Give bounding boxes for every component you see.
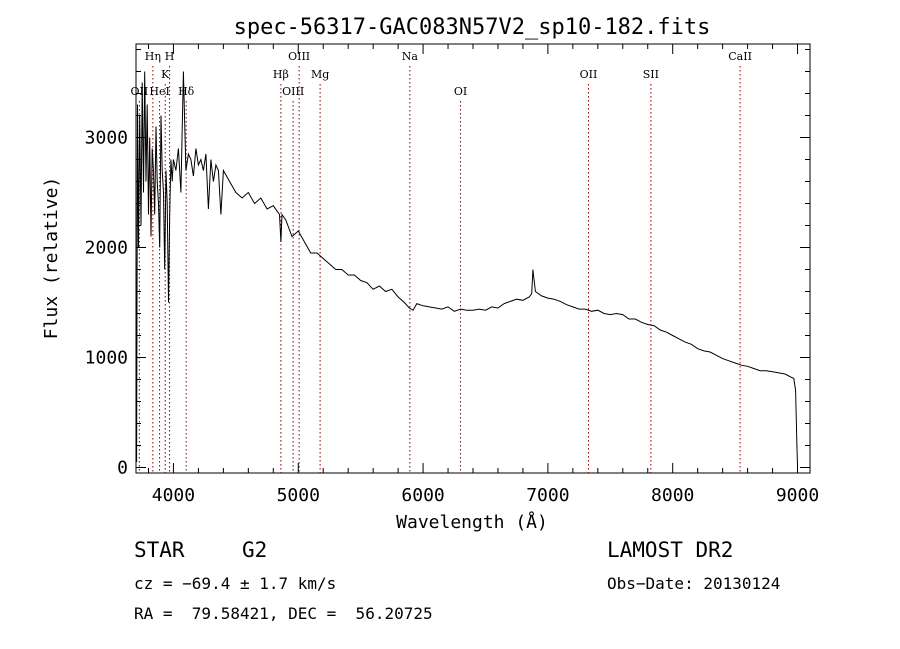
spectral-line-label: Na — [402, 50, 419, 63]
observation-date: Obs−Date: 20130124 — [607, 574, 781, 593]
spectrum-line — [135, 71, 798, 466]
x-tick-label: 9000 — [776, 485, 819, 506]
coordinates-readout: RA = 79.58421, DEC = 56.20725 — [134, 604, 433, 623]
spectral-line-label: CaII — [728, 50, 752, 63]
spectral-line-label: OII — [131, 85, 149, 98]
spectral-line-label: H — [165, 50, 175, 63]
spectral-line-label: SII — [643, 68, 659, 81]
chart-title: spec-56317-GAC083N57V2_sp10-182.fits — [234, 15, 711, 40]
survey-name: LAMOST DR2 — [607, 538, 734, 562]
x-axis-label: Wavelength (Å) — [396, 511, 548, 533]
object-type: STAR — [134, 538, 185, 562]
x-tick-label: 8000 — [651, 485, 694, 506]
spectral-line-label: OIII — [288, 50, 310, 63]
y-axis-label: Flux (relative) — [41, 177, 62, 340]
y-tick-label: 0 — [117, 458, 128, 479]
spectral-line-label: Hδ — [178, 85, 195, 98]
spectral-line-label: OII — [580, 68, 598, 81]
y-tick-label: 1000 — [85, 348, 128, 369]
spectral-line-label: Mg — [311, 68, 329, 81]
spectral-line-label: HeI — [149, 85, 169, 98]
plot-frame — [135, 43, 811, 474]
spectral-line-label: K — [161, 68, 170, 81]
x-tick-label: 6000 — [401, 485, 444, 506]
y-tick-label: 2000 — [85, 238, 128, 259]
axes: 4000 5000 6000 7000 8000 9000 0 1000 2000 3000 — [85, 44, 819, 506]
x-tick-label: 5000 — [277, 485, 320, 506]
object-subclass: G2 — [242, 538, 268, 562]
spectral-line-label: OI — [454, 85, 467, 98]
redshift-readout: cz = −69.4 ± 1.7 km/s — [134, 574, 337, 593]
x-tick-label: 7000 — [526, 485, 569, 506]
spectral-line-label: Hη — [145, 50, 161, 63]
spectral-line-label: OIII — [282, 85, 304, 98]
y-tick-label: 3000 — [85, 128, 128, 149]
spectral-line-label: Hβ — [273, 68, 289, 81]
x-tick-label: 4000 — [152, 485, 195, 506]
